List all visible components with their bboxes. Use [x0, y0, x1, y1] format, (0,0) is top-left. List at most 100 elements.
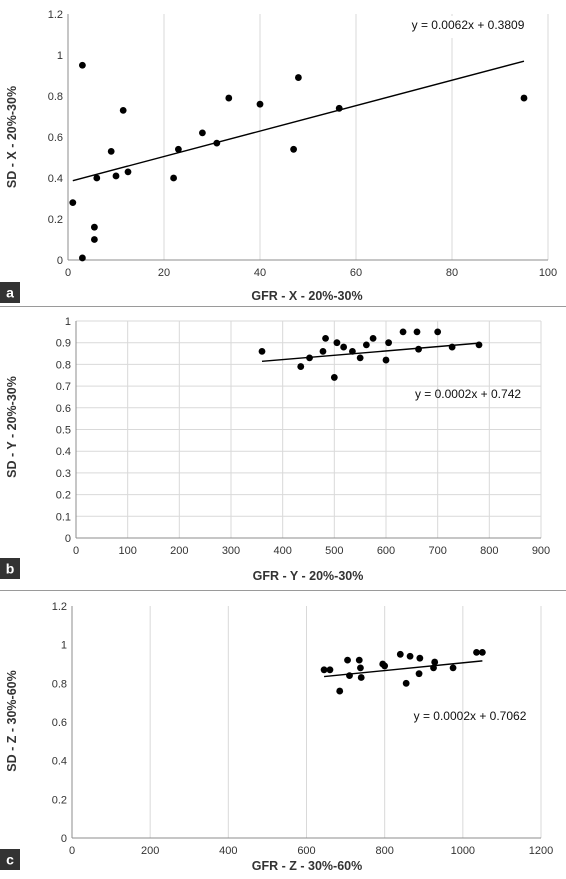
y-tick-label: 0.9	[56, 338, 71, 350]
y-tick-label: 0.7	[56, 381, 71, 393]
data-point	[406, 652, 414, 660]
x-tick-label: 80	[446, 267, 458, 279]
data-point	[295, 74, 302, 81]
x-tick-label: 400	[219, 845, 237, 857]
panel-label: b	[6, 561, 15, 577]
data-point	[93, 174, 101, 182]
panel-label-badge	[0, 558, 20, 579]
data-point	[91, 236, 98, 243]
panel-label-badge	[0, 849, 20, 870]
data-point	[336, 687, 344, 695]
y-tick-label: 0.8	[56, 359, 71, 371]
x-tick-label: 0	[65, 267, 71, 279]
data-point	[396, 650, 404, 658]
data-point	[306, 354, 313, 362]
data-point	[340, 343, 348, 351]
data-point	[335, 104, 343, 112]
x-tick-label: 400	[273, 545, 291, 557]
x-tick-label: 1200	[529, 845, 553, 857]
x-tick-label: 900	[532, 545, 550, 557]
x-tick-label: 60	[350, 267, 362, 279]
data-point	[369, 334, 377, 342]
data-point	[415, 670, 423, 678]
data-point	[290, 145, 297, 153]
data-point	[346, 672, 353, 679]
data-point	[69, 199, 77, 207]
x-tick-label: 100	[539, 267, 557, 279]
data-point	[170, 174, 178, 182]
chart-panel-c: 0 200 400 600 800 1000 1200 0 0.2 0.4 0.6 0.8 1 1.2 GF…	[0, 601, 553, 873]
data-point	[258, 347, 266, 355]
x-tick-label: 0	[69, 845, 75, 857]
data-point	[175, 145, 182, 153]
x-tick-label: 800	[375, 845, 393, 857]
y-tick-label: 0.4	[52, 756, 67, 768]
data-point	[415, 345, 422, 353]
data-point	[434, 328, 442, 336]
data-point	[475, 341, 483, 349]
data-point	[357, 664, 364, 672]
data-point	[119, 106, 127, 114]
data-point	[381, 662, 389, 670]
y-tick-label: 0.6	[56, 403, 71, 415]
data-point	[319, 347, 327, 355]
data-point	[402, 679, 410, 687]
x-tick-label: 600	[297, 845, 315, 857]
data-point	[297, 363, 305, 370]
x-tick-label: 200	[141, 845, 159, 857]
x-tick-label: 20	[158, 267, 170, 279]
panel-divider	[0, 306, 566, 307]
data-point	[330, 374, 338, 381]
trendline	[72, 60, 525, 182]
y-tick-label: 1	[61, 640, 67, 652]
x-tick-label: 100	[118, 545, 136, 557]
data-point	[79, 61, 86, 69]
y-tick-label: 0.4	[48, 173, 63, 185]
data-point	[478, 649, 486, 656]
data-point	[322, 334, 329, 342]
y-tick-label: 1.2	[48, 9, 63, 21]
y-tick-label: 1	[65, 316, 71, 328]
panel-divider	[0, 590, 566, 591]
panel-label: c	[6, 852, 14, 868]
y-axis-title: SD - X - 20%-30%	[5, 86, 19, 188]
data-point	[449, 664, 457, 672]
y-tick-label: 0.1	[56, 511, 71, 523]
data-point	[213, 139, 221, 147]
data-point	[430, 664, 437, 672]
x-axis-title: GFR - Y - 20%-30%	[253, 569, 364, 583]
data-point	[362, 341, 370, 349]
data-point	[357, 674, 365, 681]
data-point	[356, 354, 364, 362]
chart-panel-b: 0 100 200 300 400 500 600 700 800 900 0 0.1 0.2 0.3 0.…	[0, 316, 550, 583]
x-tick-label: 800	[480, 545, 498, 557]
x-tick-label: 600	[377, 545, 395, 557]
x-tick-label: 1000	[451, 845, 475, 857]
y-tick-label: 0.6	[48, 132, 63, 144]
y-tick-label: 1	[57, 50, 63, 62]
trendline-equation: y = 0.0002x + 0.7062	[414, 709, 527, 723]
data-point	[344, 656, 351, 664]
data-point	[320, 666, 328, 674]
x-tick-label: 300	[222, 545, 240, 557]
data-point	[355, 656, 363, 664]
x-tick-label: 700	[428, 545, 446, 557]
data-point	[112, 172, 120, 180]
y-tick-label: 0.2	[56, 490, 71, 502]
panel-label-badge	[0, 282, 20, 303]
trendline-equation: y = 0.0002x + 0.742	[415, 387, 521, 401]
data-point	[520, 94, 528, 102]
y-tick-label: 0.4	[56, 446, 71, 458]
data-point	[413, 328, 421, 336]
data-point	[385, 339, 392, 347]
y-tick-label: 0.8	[52, 678, 67, 690]
x-axis-title: GFR - Z - 30%-60%	[252, 859, 362, 873]
equation-background	[392, 16, 545, 38]
x-tick-label: 200	[170, 545, 188, 557]
y-tick-label: 0.6	[52, 717, 67, 729]
data-point	[107, 147, 115, 155]
y-tick-label: 0.2	[52, 794, 67, 806]
y-tick-label: 0	[65, 533, 71, 545]
data-point	[448, 343, 456, 351]
